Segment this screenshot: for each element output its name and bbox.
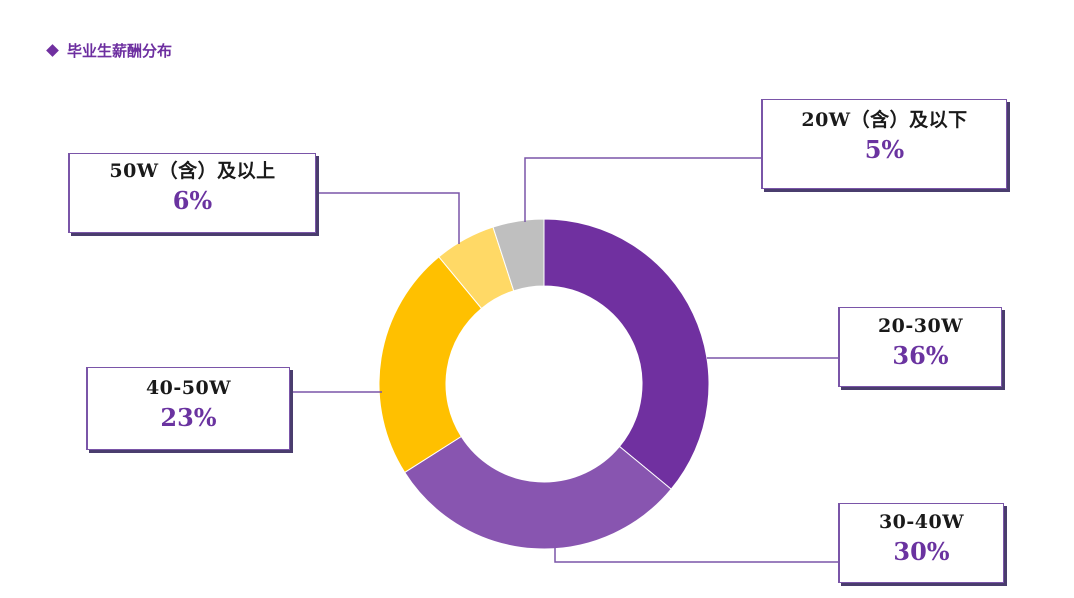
slice-label-category: 50W（含）及以上 (109, 160, 276, 182)
donut-slice-4 (492, 218, 545, 292)
donut-slice-2 (378, 256, 483, 474)
leader-line-50w-plus (315, 192, 460, 244)
slice-label-value: 5% (864, 134, 905, 164)
label-box-40-50w: 40-50W 23% (86, 367, 290, 450)
slice-label-value: 23% (160, 402, 217, 432)
leader-line-20w-below (524, 157, 762, 222)
label-box-20-30w: 20-30W 36% (838, 307, 1002, 387)
leader-line-30-40w (554, 548, 838, 563)
label-box-30-40w: 30-40W 30% (838, 503, 1004, 583)
slice-label-category: 20-30W (877, 315, 964, 337)
donut-slice-1 (403, 435, 672, 550)
slice-label-category: 30-40W (878, 511, 965, 533)
slice-label-value: 36% (892, 340, 949, 370)
donut-slices (378, 218, 710, 550)
label-box-50w-plus: 50W（含）及以上 6% (68, 153, 316, 233)
slice-label-value: 30% (893, 536, 950, 566)
slice-label-category: 20W（含）及以下 (801, 109, 968, 131)
section-header: 毕业生薪酬分布 (46, 40, 173, 61)
page-title: 毕业生薪酬分布 (67, 42, 173, 60)
leader-lines (289, 157, 838, 563)
slice-label-value: 6% (172, 185, 213, 215)
slice-label-category: 40-50W (145, 377, 232, 399)
donut-slice-0 (543, 218, 710, 490)
label-box-20w-below: 20W（含）及以下 5% (761, 99, 1007, 189)
